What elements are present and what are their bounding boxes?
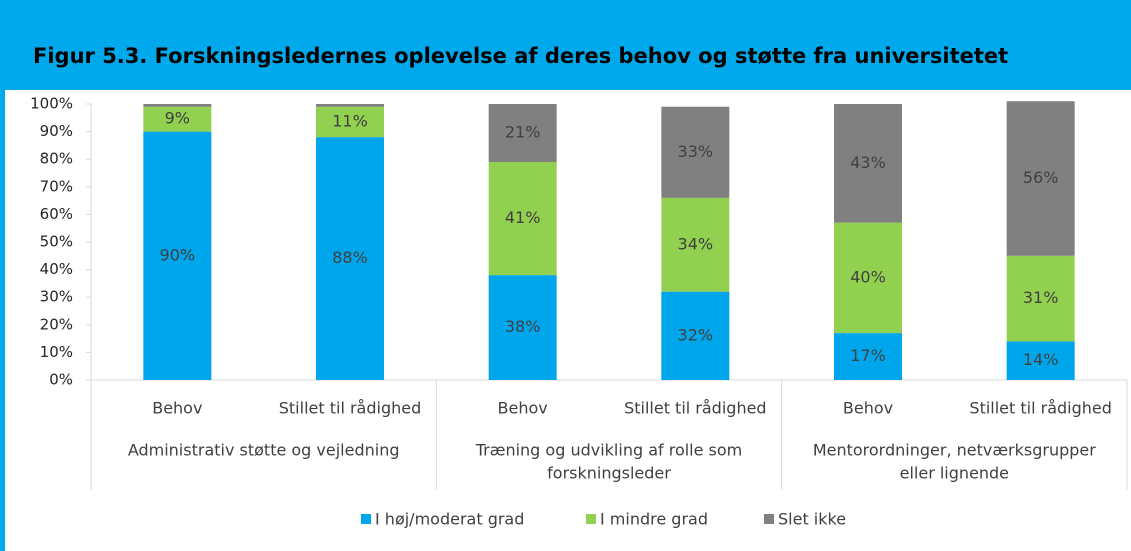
bar-segment xyxy=(661,106,730,198)
bar-segment xyxy=(1006,255,1075,342)
x-tick-label: Stillet til rådighed xyxy=(279,399,422,418)
group-label: Mentorordninger, netværksgrupper xyxy=(813,441,1096,460)
bar-segment xyxy=(1006,101,1075,256)
legend-label: I mindre grad xyxy=(600,510,708,529)
legend-swatch xyxy=(361,514,371,524)
bar-segment xyxy=(316,137,384,380)
bar-segment xyxy=(143,104,212,107)
legend-swatch xyxy=(586,514,596,524)
bar-segment xyxy=(143,106,212,132)
group-label: Administrativ støtte og vejledning xyxy=(128,441,400,460)
bar-segment xyxy=(834,222,902,334)
y-tick-label: 90% xyxy=(40,122,73,140)
chart-title: Figur 5.3. Forskningsledernes oplevelse … xyxy=(33,44,1008,68)
bar-segment xyxy=(316,106,384,138)
value-label: 90% xyxy=(160,245,196,264)
bar-segment xyxy=(488,275,557,380)
y-tick-label: 50% xyxy=(40,233,73,251)
value-label: 21% xyxy=(505,122,541,141)
value-label: 43% xyxy=(850,153,886,172)
bar-segment xyxy=(834,333,902,380)
x-tick-label: Behov xyxy=(843,399,893,418)
bar-segment xyxy=(661,291,730,380)
y-tick-label: 10% xyxy=(40,343,73,361)
value-label: 41% xyxy=(505,208,541,227)
value-label: 88% xyxy=(332,248,368,267)
group-label: Træning og udvikling af rolle som xyxy=(475,441,743,460)
value-label: 34% xyxy=(678,234,714,253)
x-tick-label: Stillet til rådighed xyxy=(969,399,1112,418)
y-tick-label: 40% xyxy=(40,260,73,278)
bar-segment xyxy=(488,161,557,276)
y-tick-label: 20% xyxy=(40,315,73,333)
value-label: 56% xyxy=(1023,168,1059,187)
y-tick-label: 80% xyxy=(40,150,73,168)
bar-segment xyxy=(316,104,384,107)
value-label: 32% xyxy=(678,325,714,344)
legend-label: I høj/moderat grad xyxy=(375,510,524,529)
legend-label: Slet ikke xyxy=(778,510,846,529)
y-tick-label: 70% xyxy=(40,177,73,195)
y-tick-label: 100% xyxy=(30,95,73,113)
header-band xyxy=(0,0,1131,90)
left-border xyxy=(0,0,5,551)
bar-segment xyxy=(488,104,557,162)
bar-segment xyxy=(834,104,902,223)
value-label: 40% xyxy=(850,267,886,286)
value-label: 14% xyxy=(1023,350,1059,369)
bar-segment xyxy=(143,131,212,380)
bar-segment xyxy=(661,197,730,292)
value-label: 38% xyxy=(505,317,541,336)
y-tick-label: 60% xyxy=(40,205,73,223)
value-label: 33% xyxy=(678,142,714,161)
y-tick-label: 30% xyxy=(40,288,73,306)
y-tick-label: 0% xyxy=(49,371,73,389)
value-label: 17% xyxy=(850,346,886,365)
x-tick-label: Stillet til rådighed xyxy=(624,399,767,418)
x-tick-label: Behov xyxy=(152,399,202,418)
value-label: 31% xyxy=(1023,288,1059,307)
group-label: eller lignende xyxy=(900,464,1009,483)
value-label: 9% xyxy=(165,109,190,128)
x-tick-label: Behov xyxy=(498,399,548,418)
group-label: forskningsleder xyxy=(547,464,671,483)
legend-swatch xyxy=(764,514,774,524)
bar-segment xyxy=(1006,341,1075,380)
value-label: 11% xyxy=(332,111,368,130)
